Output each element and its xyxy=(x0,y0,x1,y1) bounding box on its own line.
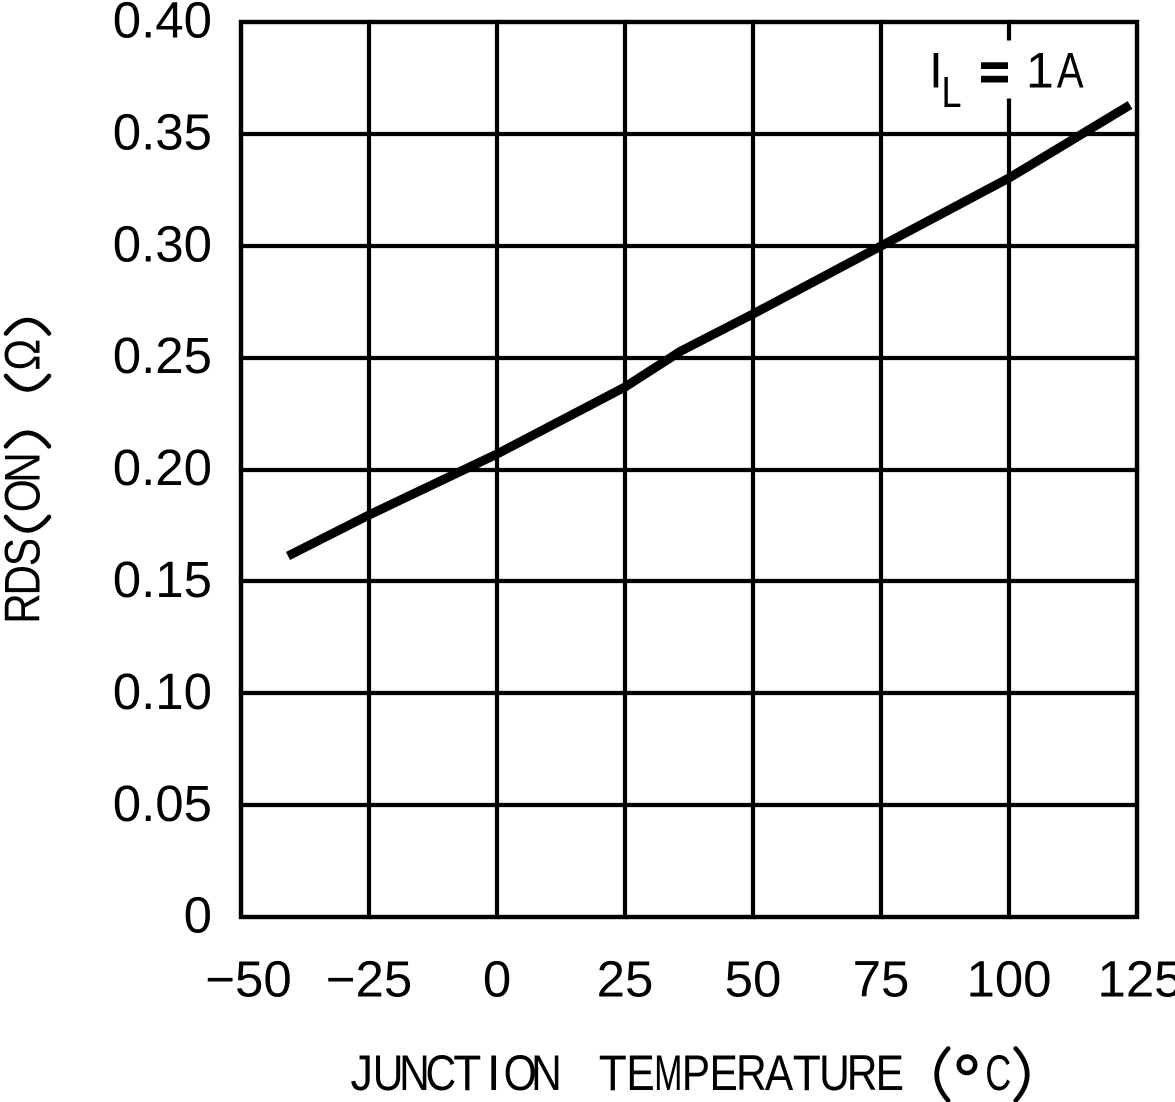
svg-text:R: R xyxy=(0,593,50,624)
svg-text:0.20: 0.20 xyxy=(113,439,212,496)
svg-text:125: 125 xyxy=(1097,951,1175,1008)
svg-text:O: O xyxy=(0,479,50,512)
svg-text:0.25: 0.25 xyxy=(113,327,212,384)
svg-text:E: E xyxy=(626,1045,654,1101)
svg-text:E: E xyxy=(876,1045,904,1101)
svg-text:0.30: 0.30 xyxy=(113,215,212,272)
svg-text:−25: −25 xyxy=(326,951,413,1008)
svg-text:R: R xyxy=(736,1045,767,1101)
svg-text:75: 75 xyxy=(853,951,910,1008)
svg-text:T: T xyxy=(599,1046,627,1101)
svg-text:R: R xyxy=(847,1045,878,1101)
svg-text:I: I xyxy=(487,1045,501,1101)
svg-text:0.15: 0.15 xyxy=(113,551,212,608)
svg-text:50: 50 xyxy=(725,951,782,1008)
svg-text:Ω: Ω xyxy=(0,339,50,371)
svg-text:0.05: 0.05 xyxy=(113,775,212,832)
svg-text:E: E xyxy=(709,1045,737,1101)
svg-text:T: T xyxy=(453,1046,481,1101)
svg-text:1: 1 xyxy=(1026,42,1054,98)
svg-text:T: T xyxy=(793,1046,821,1101)
svg-text:P: P xyxy=(682,1045,710,1101)
svg-text:I: I xyxy=(929,42,943,98)
svg-text:J: J xyxy=(350,1046,372,1102)
svg-text:0: 0 xyxy=(483,951,511,1008)
svg-text:100: 100 xyxy=(966,951,1051,1008)
svg-text:C: C xyxy=(426,1045,457,1101)
svg-text:0.10: 0.10 xyxy=(113,663,212,720)
svg-text:N: N xyxy=(399,1045,430,1101)
svg-text:25: 25 xyxy=(597,951,654,1008)
svg-text:A: A xyxy=(1057,42,1084,98)
svg-text:0.35: 0.35 xyxy=(113,104,212,161)
svg-text:−50: −50 xyxy=(205,951,292,1008)
svg-text:0.40: 0.40 xyxy=(113,0,212,49)
svg-text:L: L xyxy=(942,68,962,117)
svg-text:M: M xyxy=(654,1046,682,1102)
svg-text:O: O xyxy=(504,1045,537,1101)
svg-text:S: S xyxy=(0,538,50,566)
svg-text:N: N xyxy=(0,452,50,483)
svg-text:0: 0 xyxy=(184,887,212,944)
svg-text:U: U xyxy=(373,1045,404,1101)
svg-text:C: C xyxy=(985,1046,1011,1101)
svg-text:D: D xyxy=(0,565,50,596)
svg-text:N: N xyxy=(531,1045,562,1101)
svg-text:A: A xyxy=(765,1045,793,1101)
svg-text:U: U xyxy=(819,1045,850,1101)
